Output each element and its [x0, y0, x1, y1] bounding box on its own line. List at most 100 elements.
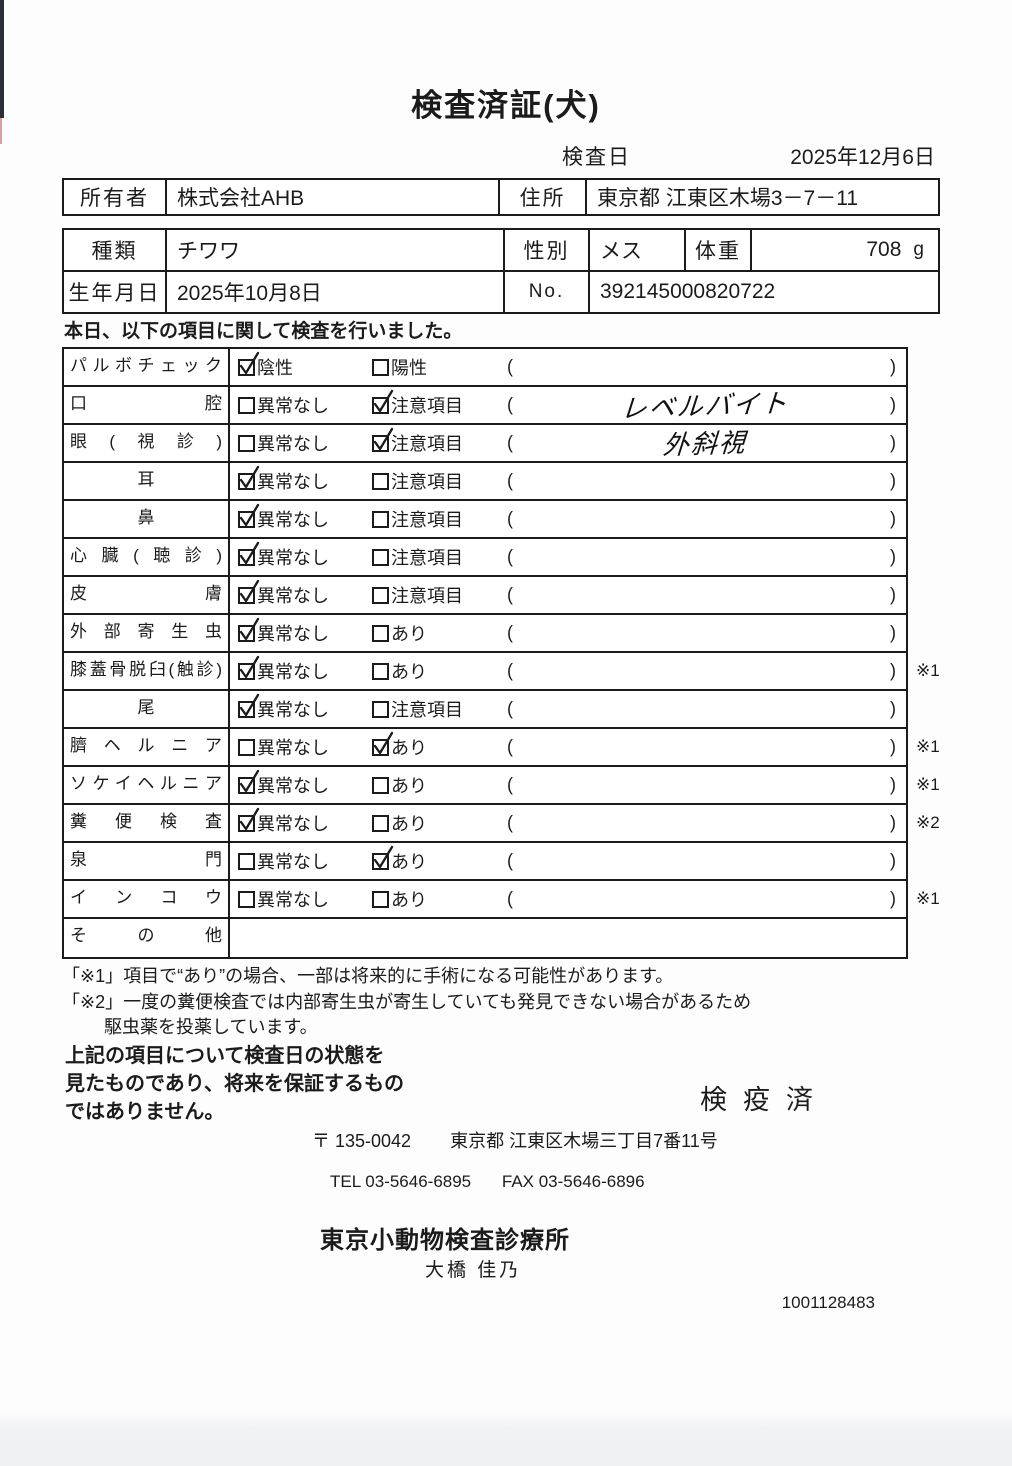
checklist-option-label: 異常なし — [257, 814, 329, 834]
checked-checkbox-icon — [372, 427, 394, 452]
birthdate-value: 2025年10月8日 — [167, 272, 505, 312]
empty-checkbox-icon — [238, 434, 255, 452]
paren-close: ) — [890, 812, 896, 833]
checklist-option-label: 異常なし — [257, 548, 329, 568]
checklist-option-label: 異常なし — [257, 852, 329, 872]
footnote-marker: ※2 — [916, 813, 940, 832]
empty-checkbox-icon — [372, 586, 389, 604]
address-label: 住所 — [500, 180, 587, 214]
checklist-option-label: 異常なし — [257, 738, 329, 758]
checklist-row: 膝蓋骨脱臼(触診) 異常なし あり () ※1 — [64, 653, 940, 691]
breed-label: 種類 — [64, 230, 167, 270]
checklist-option-label: あり — [391, 662, 427, 682]
checklist-option: 異常なし — [238, 805, 329, 841]
checklist-row: インコウ 異常なし あり () ※1 — [64, 881, 940, 919]
checklist-option: 異常なし — [238, 653, 329, 689]
paren-close: ) — [890, 622, 896, 643]
empty-checkbox-icon — [372, 890, 389, 908]
inspection-date-label: 検査日 — [562, 146, 631, 169]
checklist-row-label: インコウ — [64, 881, 230, 917]
checklist-option-label: 注意項目 — [391, 510, 463, 530]
checklist-row-content: 異常なし あり () — [230, 615, 906, 651]
checked-checkbox-icon — [238, 541, 260, 566]
clinic-tel: TEL 03-5646-6895 — [330, 1172, 472, 1191]
checklist-option-label: 陽性 — [391, 358, 427, 378]
checklist-option-label: あり — [391, 624, 427, 644]
owner-label: 所有者 — [64, 180, 167, 214]
checked-checkbox-icon — [372, 731, 394, 756]
checklist-option: 異常なし — [238, 387, 329, 423]
animal-row-1: 種類 チワワ 性別 メス 体重 708 g — [64, 230, 938, 272]
checklist-option: あり — [372, 767, 427, 803]
paren-open: ( — [507, 546, 513, 567]
empty-checkbox-icon — [372, 548, 389, 566]
paren-close: ) — [890, 888, 896, 909]
checklist-option: 注意項目 — [372, 387, 463, 423]
checklist-option: あり — [372, 881, 427, 917]
checklist-option: あり — [372, 653, 427, 689]
paren-open: ( — [507, 850, 513, 871]
animal-row-2: 生年月日 2025年10月8日 No. 392145000820722 — [64, 272, 938, 312]
owner-value: 株式会社AHB — [167, 180, 500, 214]
number-value: 392145000820722 — [600, 280, 776, 303]
checklist-option: 注意項目 — [372, 691, 463, 727]
footnote-1: 「※1」項目で“あり”の場合、一部は将来的に手術になる可能性があります。 — [62, 966, 674, 986]
checklist-row: 外部寄生虫 異常なし あり () — [64, 615, 906, 653]
checklist-row-label: 眼(視診) — [64, 425, 230, 461]
checklist-row-content: 異常なし 注意項目 (外斜視) — [230, 425, 906, 461]
checklist-option: 異常なし — [238, 577, 329, 613]
checklist-row-content: 異常なし 注意項目 () — [230, 691, 906, 727]
checklist-option-label: 異常なし — [257, 396, 329, 416]
breed-value: チワワ — [167, 230, 505, 270]
checklist-row-content — [230, 919, 906, 957]
checklist-option-label: 注意項目 — [391, 700, 463, 720]
checklist-option-label: あり — [391, 852, 427, 872]
checklist-option: 異常なし — [238, 691, 329, 727]
checklist-row-content: 異常なし 注意項目(レベルバイト) — [230, 387, 906, 424]
footnote-2: 「※2」一度の糞便検査では内部寄生虫が寄生していても発見できない場合があるため — [62, 992, 752, 1012]
paren-open: ( — [507, 356, 513, 377]
scan-edge-artifact — [0, 118, 2, 144]
checklist-row-label: 外部寄生虫 — [64, 615, 230, 651]
footnote-marker: ※1 — [916, 775, 940, 794]
paren-open: ( — [507, 470, 513, 491]
checklist-option: 異常なし — [238, 881, 329, 917]
checklist-row-label: ソケイヘルニア — [64, 767, 230, 803]
checklist-option: 注意項目 — [372, 425, 463, 461]
disclaimer-text: 上記の項目について検査日の状態を 見たものであり、将来を保証するもの ではありま… — [65, 1042, 404, 1126]
checked-checkbox-icon — [238, 617, 260, 642]
checklist-row: 口腔 異常なし 注意項目(レベルバイト) — [64, 387, 906, 425]
checklist-row-label: 鼻 — [64, 501, 230, 537]
checklist-row-label: その他 — [64, 919, 230, 957]
checklist-option-label: 異常なし — [257, 586, 329, 606]
checklist-row: 心臓(聴診) 異常なし 注意項目 () — [64, 539, 906, 577]
checked-checkbox-icon — [238, 693, 260, 718]
checklist-option: 異常なし — [238, 767, 329, 803]
checklist-option: 異常なし — [238, 843, 329, 879]
checklist-option: 異常なし — [238, 463, 329, 499]
checklist-option-label: あり — [391, 814, 427, 834]
checklist-option: 注意項目 — [372, 577, 463, 613]
paren-close: ) — [890, 432, 896, 453]
checklist-row: 尾 異常なし 注意項目 () — [64, 691, 906, 729]
checklist-row: 皮膚 異常なし 注意項目 () — [64, 577, 906, 615]
checklist-option: 陽性 — [372, 349, 427, 385]
checklist-row-content: 異常なし あり () — [230, 729, 906, 765]
checklist-row: パルボチェック 陰性 陽性 () — [64, 349, 906, 387]
empty-checkbox-icon — [238, 852, 255, 870]
empty-checkbox-icon — [372, 510, 389, 528]
checklist-option: 異常なし — [238, 539, 329, 575]
checklist-row-label: 尾 — [64, 691, 230, 727]
weight-label: 体重 — [686, 230, 752, 270]
paren-open: ( — [507, 508, 513, 529]
handwritten-note: 外斜視 — [661, 427, 748, 461]
clinic-name: 東京小動物検査診療所 — [320, 1227, 570, 1254]
clinic-contact-line: TEL 03-5646-6895 FAX 03-5646-6896 — [330, 1172, 645, 1192]
clinic-address: 東京都 江東区木場三丁目7番11号 — [450, 1131, 718, 1151]
paren-open: ( — [507, 774, 513, 795]
footnote-marker: ※1 — [916, 737, 940, 756]
sex-label: 性別 — [505, 230, 590, 270]
paren-close: ) — [890, 546, 896, 567]
disclaimer-line-2: 見たものであり、将来を保証するもの — [65, 1073, 404, 1095]
checklist-row-label: 耳 — [64, 463, 230, 499]
